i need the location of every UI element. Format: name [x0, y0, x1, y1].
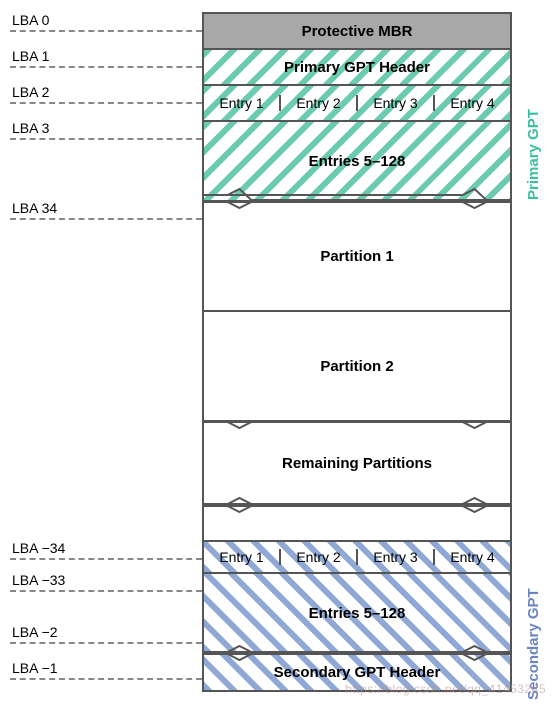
side-label-secondary-gpt: Secondary GPT [525, 552, 542, 700]
lba-dash [10, 678, 202, 680]
lba-dash [10, 558, 202, 560]
entry-cell: Entry 2 [281, 549, 358, 565]
row-label: Remaining Partitions [282, 455, 432, 472]
lba-dash [10, 590, 202, 592]
entry-cell: Entry 3 [358, 95, 435, 111]
lba-label-n2: LBA −2 [12, 624, 58, 640]
lba-label-34: LBA 34 [12, 200, 57, 216]
row-entries-5-128-primary: Entries 5–128 [204, 122, 510, 202]
torn-edge-icon [204, 506, 510, 519]
row-entries-5-128-secondary: Entries 5–128 [204, 574, 510, 654]
row-entries-1-4-primary: Entry 1 Entry 2 Entry 3 Entry 4 [204, 86, 510, 122]
lba-label-n34: LBA −34 [12, 540, 65, 556]
lba-label-n33: LBA −33 [12, 572, 65, 588]
row-label: Partition 1 [320, 248, 393, 265]
side-label-primary-gpt: Primary GPT [525, 30, 542, 200]
lba-dash [10, 102, 202, 104]
row-label: Entries 5–128 [309, 153, 406, 170]
row-protective-mbr: Protective MBR [204, 14, 510, 50]
entry-cell: Entry 1 [204, 95, 281, 111]
row-partition-2: Partition 2 [204, 312, 510, 422]
lba-dash [10, 30, 202, 32]
lba-dash [10, 642, 202, 644]
row-primary-gpt-header: Primary GPT Header [204, 50, 510, 86]
lba-column: LBA 0 LBA 1 LBA 2 LBA 3 LBA 34 LBA −34 L… [10, 12, 202, 704]
entry-cell: Entry 4 [435, 549, 510, 565]
row-label: Secondary GPT Header [274, 664, 441, 681]
torn-edge-icon [204, 639, 510, 653]
entry-cell: Entry 2 [281, 95, 358, 111]
row-remaining-partitions: Remaining Partitions [204, 422, 510, 506]
lba-label-0: LBA 0 [12, 12, 49, 28]
torn-edge-icon [204, 202, 510, 215]
entry-cell: Entry 1 [204, 549, 281, 565]
row-entries-1-4-secondary: Entry 1 Entry 2 Entry 3 Entry 4 [204, 542, 510, 574]
gpt-table: Protective MBR Primary GPT Header Entry … [202, 12, 512, 692]
lba-label-2: LBA 2 [12, 84, 49, 100]
row-label: Partition 2 [320, 358, 393, 375]
torn-edge-icon [204, 187, 510, 201]
lba-label-n1: LBA −1 [12, 660, 58, 676]
entry-cell: Entry 3 [358, 549, 435, 565]
row-label: Protective MBR [302, 23, 413, 40]
lba-label-3: LBA 3 [12, 120, 49, 136]
torn-edge-icon [204, 422, 510, 435]
torn-edge-icon [204, 491, 510, 505]
entry-cell: Entry 4 [435, 95, 510, 111]
row-label: Primary GPT Header [284, 59, 430, 76]
row-label: Entries 5–128 [309, 605, 406, 622]
row-gap [204, 506, 510, 542]
lba-label-1: LBA 1 [12, 48, 49, 64]
row-partition-1: Partition 1 [204, 202, 510, 312]
lba-dash [10, 138, 202, 140]
lba-dash [10, 218, 202, 220]
lba-dash [10, 66, 202, 68]
watermark-text: https://blog.csdn.net/qq_41453285 [345, 682, 546, 696]
